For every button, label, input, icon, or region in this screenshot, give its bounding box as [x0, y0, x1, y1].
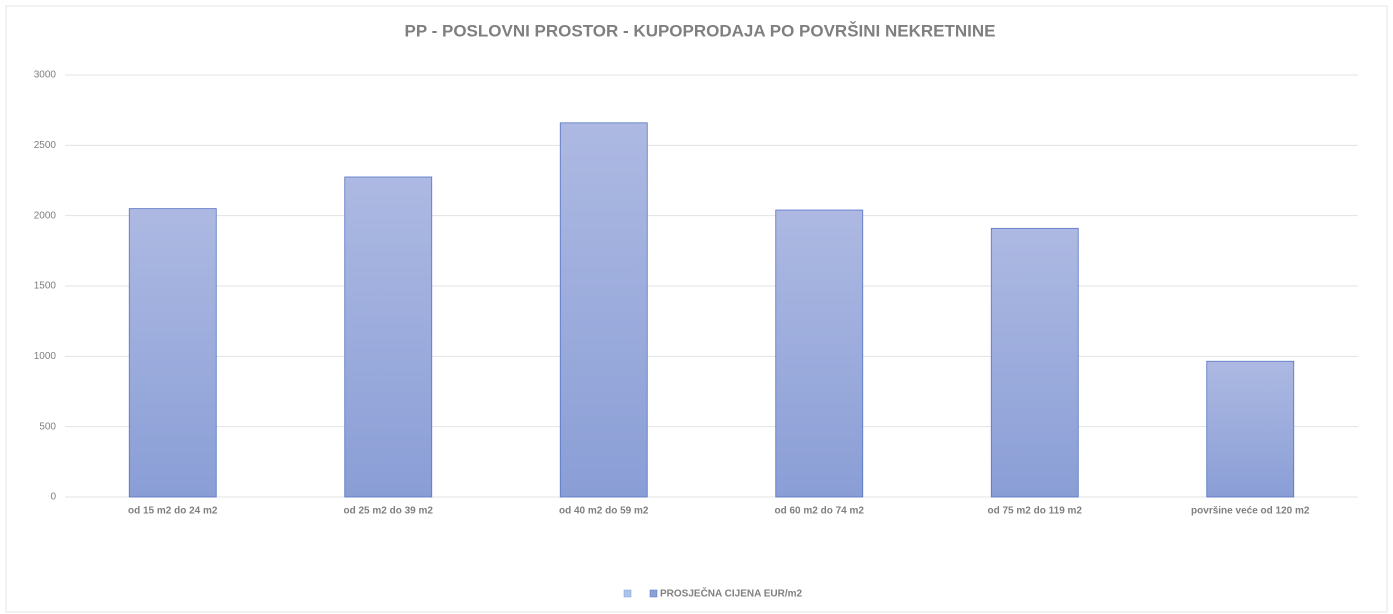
x-tick-label: od 60 m2 do 74 m2	[775, 506, 865, 517]
x-tick-label: od 40 m2 do 59 m2	[559, 506, 649, 517]
x-tick-label: od 15 m2 do 24 m2	[128, 506, 218, 517]
bar	[344, 176, 433, 498]
y-tick-label: 2500	[34, 140, 57, 151]
legend-swatch	[649, 589, 658, 598]
bar	[990, 227, 1079, 498]
bar	[775, 209, 864, 498]
y-tick-label: 0	[50, 492, 56, 503]
bar	[559, 122, 648, 498]
chart-title: PP - POSLOVNI PROSTOR - KUPOPRODAJA PO P…	[405, 21, 996, 40]
x-tick-label: površine veće od 120 m2	[1191, 506, 1310, 517]
y-tick-label: 2000	[34, 210, 57, 221]
y-tick-label: 3000	[34, 70, 57, 81]
y-tick-label: 500	[39, 421, 56, 432]
y-tick-label: 1500	[34, 281, 57, 292]
legend-label: PROSJEČNA CIJENA EUR/m2	[660, 587, 803, 600]
bar	[1206, 360, 1295, 498]
x-tick-label: od 75 m2 do 119 m2	[988, 506, 1083, 517]
chart-border	[5, 5, 1388, 613]
x-tick-label: od 25 m2 do 39 m2	[344, 506, 434, 517]
legend-decoration	[623, 589, 632, 598]
y-tick-label: 1000	[34, 351, 57, 362]
bar	[128, 208, 217, 498]
